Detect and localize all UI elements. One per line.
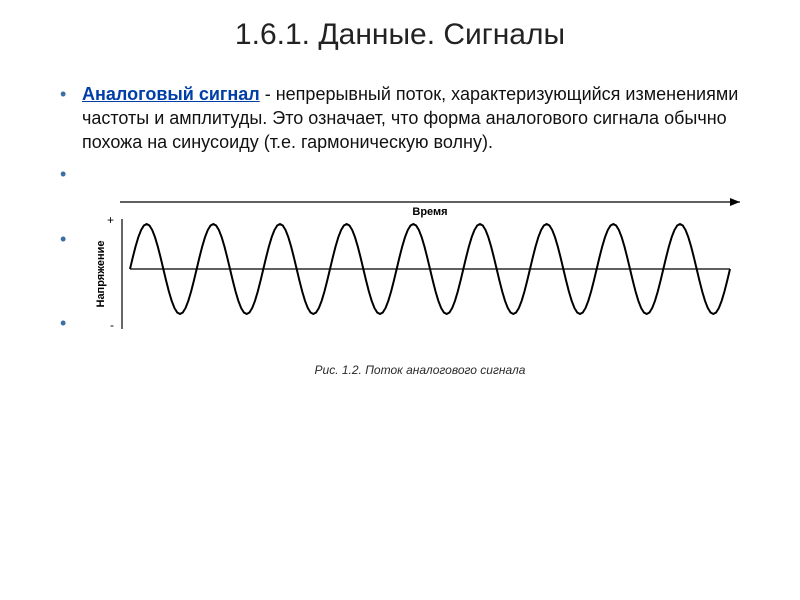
svg-text:+: +: [107, 213, 114, 227]
svg-text:Время: Время: [412, 206, 447, 218]
figure-caption: Рис. 1.2. Поток аналогового сигнала: [90, 363, 750, 377]
figure: Время + -Напряжение Рис. 1.2. Поток аналог…: [90, 194, 750, 377]
bullet-icon: •: [60, 227, 82, 251]
bullet-icon: •: [60, 162, 82, 186]
analog-signal-chart: Время + -Напряжение: [90, 194, 770, 354]
bullet-empty-1: •: [60, 162, 750, 186]
bullet-icon: •: [60, 311, 82, 335]
svg-text:-: -: [110, 318, 114, 332]
bullet-icon: •: [60, 82, 82, 106]
bullet-definition: • Аналоговый сигнал - непрерывный поток,…: [60, 82, 750, 154]
definition-text: Аналоговый сигнал - непрерывный поток, х…: [82, 82, 750, 154]
svg-text:Напряжение: Напряжение: [95, 241, 107, 308]
slide-body: • Аналоговый сигнал - непрерывный поток,…: [0, 62, 800, 335]
slide-title: 1.6.1. Данные. Сигналы: [0, 0, 800, 62]
term: Аналоговый сигнал: [82, 84, 260, 104]
